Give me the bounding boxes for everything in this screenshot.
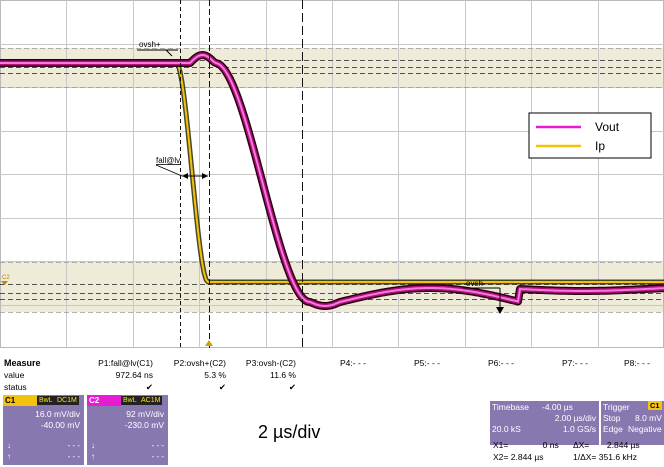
cursor-dx-value: 2.844 µs — [606, 440, 640, 450]
trigger-channel-tag: C1 — [648, 401, 662, 410]
overshoot-minus-label: ovsh- — [466, 279, 486, 288]
param-status: ✔ — [145, 382, 153, 392]
legend-label-vout: Vout — [595, 120, 620, 134]
down-arrow-icon — [496, 307, 504, 314]
param-name: P4:- - - — [340, 358, 366, 368]
channel2-extra-2: - - - — [151, 452, 164, 461]
measure-param-p5[interactable]: P5:- - - — [414, 357, 440, 369]
channel1-offset: -40.00 mV — [40, 420, 80, 430]
channel2-vdiv: 92 mV/div — [126, 409, 164, 419]
cursor-x2-readout: X2= 2.844 µs — [493, 452, 544, 462]
param-name: P8:- - - — [624, 358, 650, 368]
trigger-descriptor[interactable]: Trigger C1 Stop 8.0 mV Edge Negative — [601, 401, 664, 445]
measure-param-p4[interactable]: P4:- - - — [340, 357, 366, 369]
legend: Vout Ip — [528, 112, 652, 159]
cursor-x1-readout: X1= 0 ns — [493, 440, 559, 450]
trigger-mode: Stop — [603, 413, 621, 423]
trigger-level: 8.0 mV — [635, 413, 662, 423]
timebase-descriptor[interactable]: Timebase -4.00 µs 2.00 µs/div 20.0 kS 1.… — [490, 401, 599, 445]
channel1-extra-1: - - - — [67, 441, 80, 450]
measure-row-status-label: status — [4, 382, 27, 392]
channel2-descriptor[interactable]: C2 BwL AC1M 92 mV/div -230.0 mV ↓ - - - … — [87, 395, 168, 465]
measure-param-p1[interactable]: P1:fall@lv(C1) 972.64 ns ✔ — [87, 357, 153, 393]
channel2-ground-marker: C2 — [2, 275, 10, 281]
cursor-dx-readout: ΔX= 2.844 µs — [573, 440, 640, 450]
vout-trace — [0, 53, 664, 307]
channel2-offset: -230.0 mV — [124, 420, 164, 430]
timebase-per-div: 2.00 µs/div — [554, 413, 596, 423]
channel2-bwl-badge: BwL — [121, 396, 139, 405]
param-name: P3:ovsh-(C2) — [245, 358, 296, 368]
channel2-extra-1: - - - — [151, 441, 164, 450]
param-name: P1:fall@lv(C1) — [98, 358, 153, 368]
up-arrow-icon: ↑ — [7, 452, 11, 461]
up-arrow-icon: ↑ — [91, 452, 95, 461]
trigger-type: Edge — [603, 424, 623, 434]
overshoot-plus-label: ovsh+ — [139, 40, 161, 49]
timebase-caption: 2 µs/div — [258, 422, 321, 442]
cursor-inv-dx-value: 351.6 kHz — [598, 452, 638, 462]
param-value: 11.6 % — [270, 370, 296, 380]
measure-param-p7[interactable]: P7:- - - — [562, 357, 588, 369]
overshoot-plus-pointer — [165, 49, 173, 57]
channel1-tag: C1 — [3, 395, 37, 406]
measure-row-value-label: value — [4, 370, 25, 380]
cursor-x1-value: 0 ns — [542, 440, 559, 450]
right-arrow-icon — [202, 173, 208, 179]
measure-header-column: Measure value status — [4, 357, 41, 393]
trigger-slope: Negative — [628, 424, 662, 434]
param-value: 5.3 % — [204, 370, 226, 380]
channel2-tag: C2 — [87, 395, 121, 406]
fall-measure-label: fall@lv — [156, 156, 180, 165]
trigger-position-icon — [205, 340, 213, 346]
timebase-samples: 20.0 kS — [492, 424, 521, 434]
param-name: P2:ovsh+(C2) — [173, 358, 226, 368]
trigger-title: Trigger — [603, 402, 630, 412]
param-name: P7:- - - — [562, 358, 588, 368]
left-arrow-icon — [182, 173, 188, 179]
measure-param-p6[interactable]: P6:- - - — [488, 357, 514, 369]
timebase-title: Timebase — [492, 402, 530, 412]
down-arrow-icon: ↓ — [91, 441, 95, 450]
param-status: ✔ — [218, 382, 226, 392]
fall-time-pointer — [155, 164, 183, 177]
channel1-coupling-badge: DC1M — [55, 396, 79, 405]
measure-title: Measure — [4, 358, 41, 368]
down-arrow-icon: ↓ — [7, 441, 11, 450]
legend-label-ip: Ip — [595, 139, 605, 153]
param-value: 972.64 ns — [115, 370, 153, 380]
timebase-rate: 1.0 GS/s — [562, 424, 596, 434]
param-name: P5:- - - — [414, 358, 440, 368]
cursor-x1-label: X1= — [493, 440, 509, 450]
cursor-x2-label: X2= — [493, 452, 509, 462]
measure-param-p2[interactable]: P2:ovsh+(C2) 5.3 % ✔ — [160, 357, 226, 393]
cursor-x2-value: 2.844 µs — [510, 452, 544, 462]
timebase-delay: -4.00 µs — [542, 402, 573, 412]
channel1-bwl-badge: BwL — [37, 396, 55, 405]
channel2-coupling-badge: AC1M — [139, 396, 163, 405]
channel1-vdiv: 16.0 mV/div — [35, 409, 80, 419]
measure-param-p8[interactable]: P8:- - - — [624, 357, 650, 369]
channel2-ground-arrow-icon — [1, 281, 8, 285]
channel1-extra-2: - - - — [67, 452, 80, 461]
channel1-descriptor[interactable]: C1 BwL DC1M 16.0 mV/div -40.00 mV ↓ - - … — [3, 395, 84, 465]
cursor-inv-dx-readout: 1/ΔX= 351.6 kHz — [573, 452, 637, 462]
cursor-inv-dx-label: 1/ΔX= — [573, 452, 597, 462]
waveform-display: ovsh+ fall@lv ovsh- C2 Vout Ip — [0, 0, 664, 348]
param-status: ✔ — [288, 382, 296, 392]
measure-param-p3[interactable]: P3:ovsh-(C2) 11.6 % ✔ — [236, 357, 296, 393]
param-name: P6:- - - — [488, 358, 514, 368]
cursor-dx-label: ΔX= — [573, 440, 590, 450]
